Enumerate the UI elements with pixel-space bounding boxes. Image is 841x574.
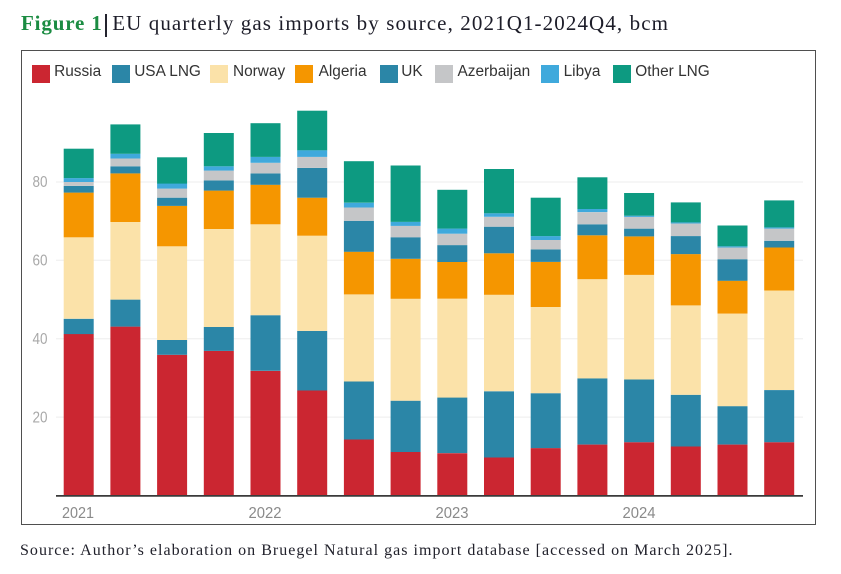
svg-text:20: 20 [33,409,48,426]
svg-text:2022: 2022 [249,505,282,522]
svg-text:2023: 2023 [436,505,469,522]
svg-text:60: 60 [33,253,48,270]
svg-text:40: 40 [33,331,48,348]
svg-text:80: 80 [33,174,48,191]
svg-text:2021: 2021 [62,505,94,522]
svg-text:2024: 2024 [623,505,656,522]
